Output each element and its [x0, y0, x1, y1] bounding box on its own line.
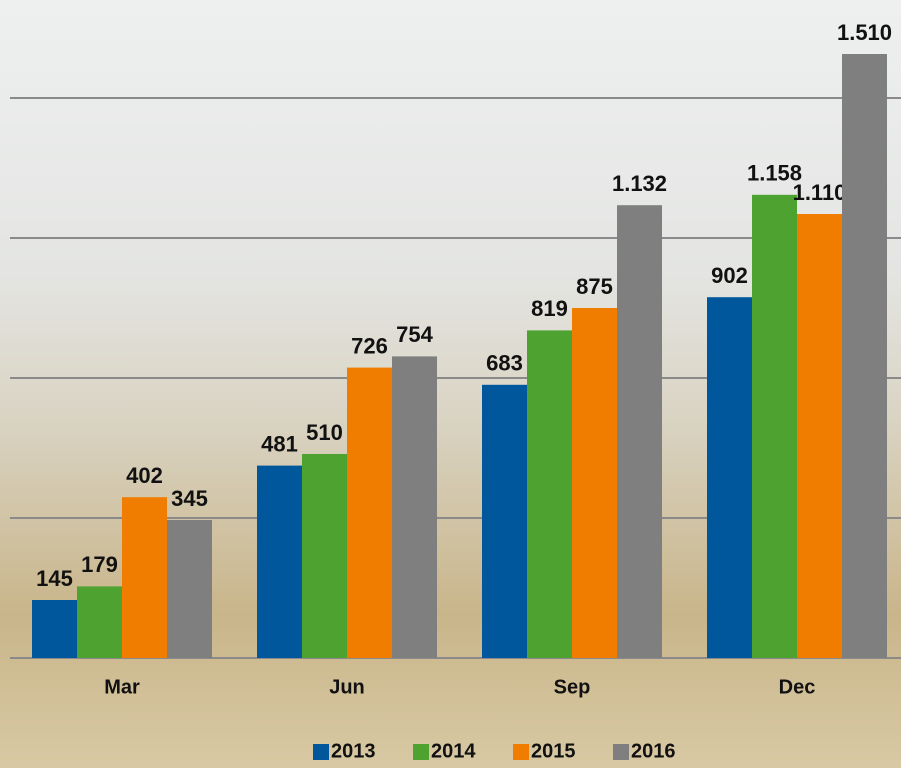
value-label: 726: [351, 333, 388, 358]
bar: [302, 454, 347, 658]
value-label: 510: [306, 420, 343, 445]
bar: [122, 497, 167, 658]
value-label: 1.158: [747, 161, 802, 186]
bar: [707, 297, 752, 658]
value-label: 819: [531, 296, 568, 321]
legend-swatch: [313, 744, 329, 760]
bar: [617, 205, 662, 658]
legend-label: 2015: [531, 740, 576, 762]
value-label: 145: [36, 566, 73, 591]
x-tick-label: Jun: [329, 676, 365, 698]
bar: [752, 194, 797, 659]
value-label: 683: [486, 351, 523, 376]
legend-swatch: [513, 744, 529, 760]
bar: [392, 356, 437, 658]
bar: [842, 54, 887, 658]
x-tick-label: Dec: [779, 676, 816, 698]
value-label: 481: [261, 431, 298, 456]
bar: [527, 330, 572, 658]
value-label: 179: [81, 552, 118, 577]
value-label: 402: [126, 463, 163, 488]
bar: [77, 586, 122, 658]
value-label: 875: [576, 274, 613, 299]
bar: [257, 465, 302, 658]
legend-label: 2016: [631, 740, 676, 762]
value-label: 1.510: [837, 20, 892, 45]
bar: [572, 308, 617, 658]
value-label: 1.110: [793, 180, 847, 205]
x-tick-label: Mar: [104, 676, 140, 698]
bar: [167, 520, 212, 658]
value-label: 345: [171, 486, 208, 511]
x-tick-label: Sep: [554, 676, 591, 698]
bar: [482, 384, 527, 658]
legend-label: 2013: [331, 740, 376, 762]
value-label: 754: [396, 322, 433, 347]
bar: [32, 600, 77, 658]
legend-label: 2014: [431, 740, 476, 762]
legend-swatch: [613, 744, 629, 760]
value-label: 902: [711, 263, 748, 288]
bar: [347, 367, 392, 658]
bar: [797, 214, 842, 658]
value-label: 1.132: [612, 171, 667, 196]
legend-swatch: [413, 744, 429, 760]
